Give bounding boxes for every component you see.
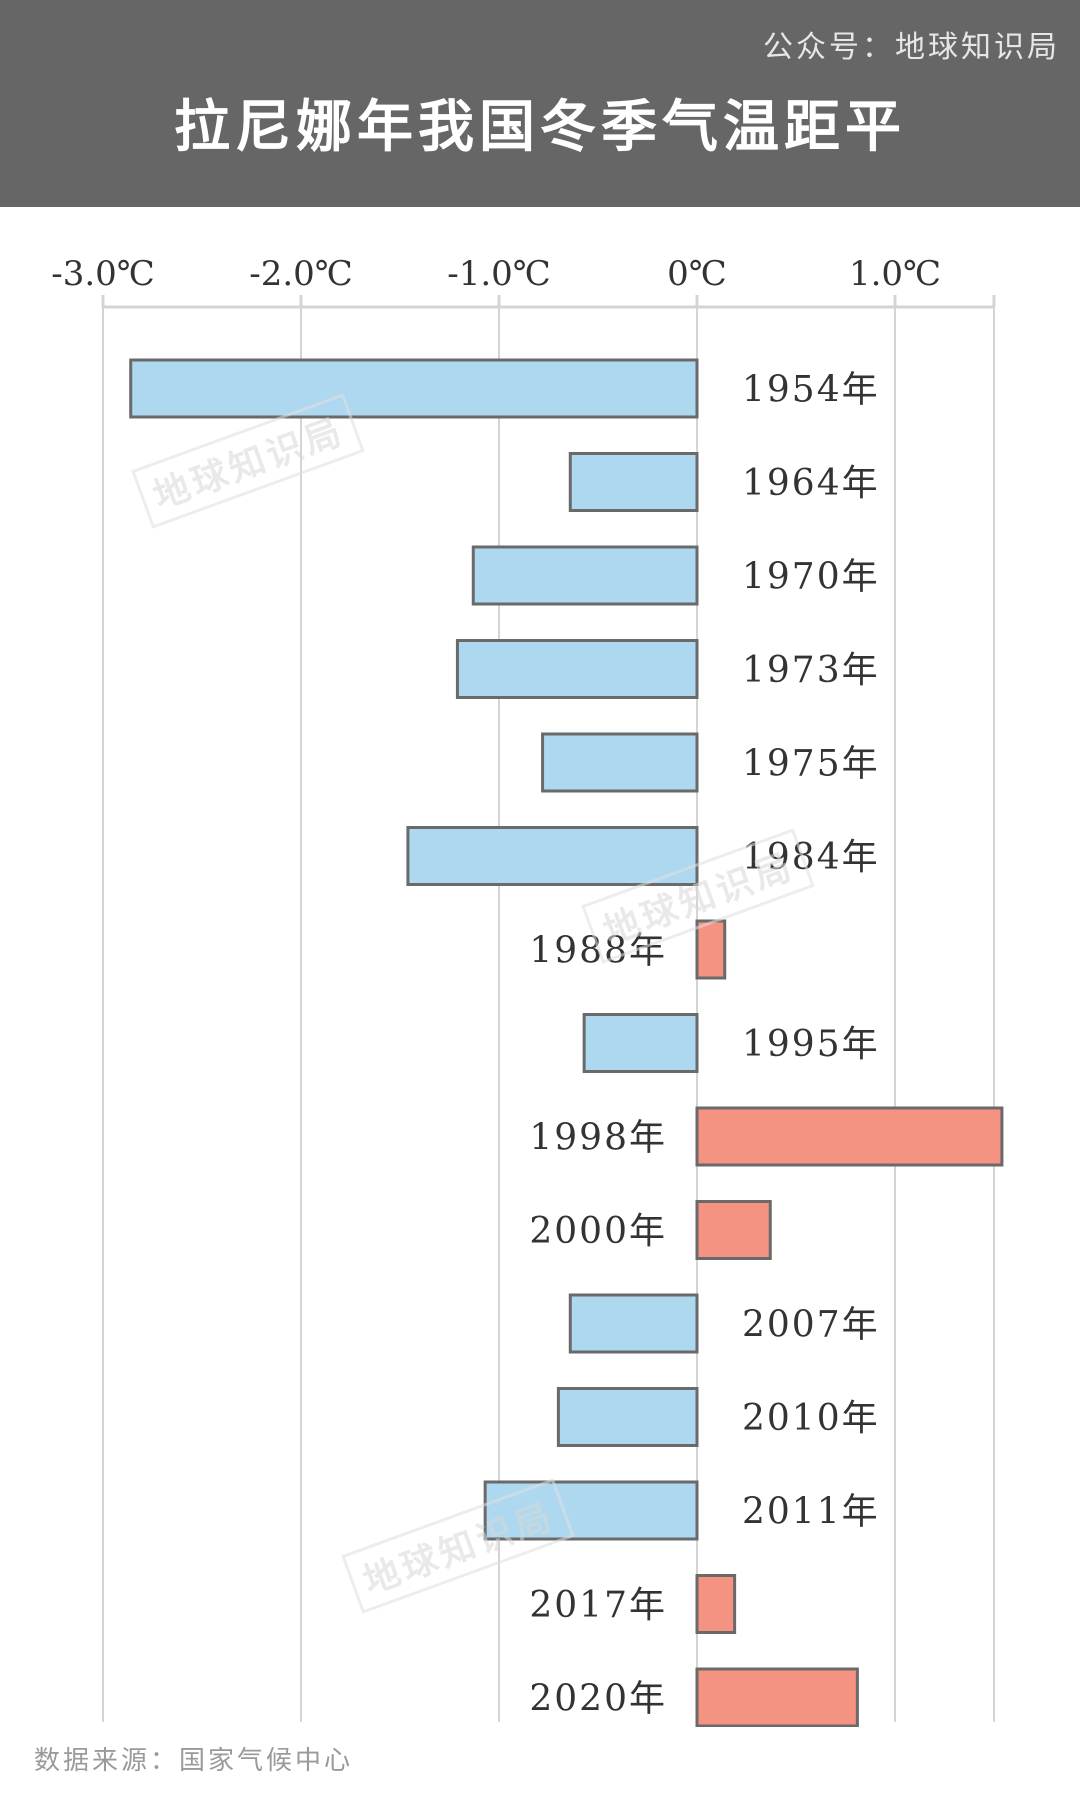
category-label: 1984年 bbox=[742, 837, 880, 878]
x-tick-label: -2.0℃ bbox=[249, 254, 353, 294]
account-label: 公众号：地球知识局 bbox=[763, 30, 1060, 65]
bar bbox=[695, 919, 727, 980]
bar bbox=[568, 1293, 699, 1354]
bar bbox=[406, 826, 699, 886]
category-label: 2007年 bbox=[742, 1305, 880, 1346]
category-label: 2020年 bbox=[529, 1679, 667, 1720]
header-banner: 公众号：地球知识局 拉尼娜年我国冬季气温距平 bbox=[0, 0, 1080, 207]
x-tick-label: 1.0℃ bbox=[849, 254, 941, 294]
category-label: 2010年 bbox=[742, 1398, 880, 1439]
bar bbox=[582, 1013, 699, 1073]
bar bbox=[556, 1387, 699, 1447]
bar bbox=[695, 1574, 737, 1634]
category-label: 1970年 bbox=[742, 557, 880, 598]
category-label: 2011年 bbox=[742, 1492, 880, 1533]
data-source-note: 数据来源：国家气候中心 bbox=[34, 1746, 354, 1776]
category-label: 2000年 bbox=[529, 1211, 667, 1252]
x-tick-label: -1.0℃ bbox=[447, 254, 551, 294]
category-label: 1964年 bbox=[742, 463, 880, 504]
category-label: 1988年 bbox=[529, 931, 667, 972]
bar-chart: -3.0℃ -2.0℃ -1.0℃ 0℃ 1.0℃ 1954年 1964年 1970年 1973… bbox=[51, 254, 1004, 1727]
category-label: 1954年 bbox=[742, 370, 880, 411]
bar bbox=[541, 732, 699, 793]
bar bbox=[129, 358, 699, 419]
bar bbox=[483, 1480, 699, 1541]
category-label: 2017年 bbox=[529, 1585, 667, 1626]
x-tick-label: 0℃ bbox=[667, 254, 727, 294]
bar bbox=[695, 1106, 1004, 1167]
chart-title: 拉尼娜年我国冬季气温距平 bbox=[174, 95, 906, 160]
category-label: 1995年 bbox=[742, 1024, 880, 1065]
x-tick-label: -3.0℃ bbox=[51, 254, 155, 294]
category-label: 1975年 bbox=[742, 744, 880, 785]
bar bbox=[695, 1200, 772, 1260]
bar bbox=[568, 452, 699, 512]
category-label: 1998年 bbox=[529, 1118, 667, 1159]
category-label: 1973年 bbox=[742, 650, 880, 691]
bar bbox=[695, 1667, 859, 1727]
bar bbox=[455, 639, 699, 699]
bar bbox=[471, 545, 699, 606]
